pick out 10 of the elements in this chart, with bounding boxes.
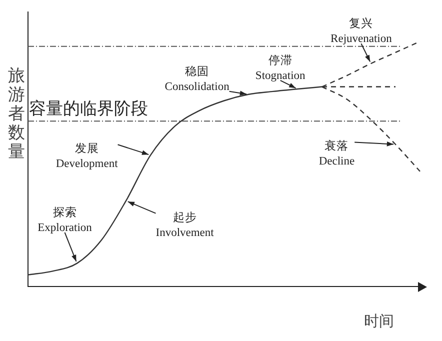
annotation: 稳固 Consolidation [164, 64, 230, 93]
x-axis-title: 时间 [364, 312, 394, 331]
annotation: 探索 Exploration [38, 206, 92, 234]
annotation: 衰落 Decline [318, 138, 355, 168]
annotation: 停滞 Stognation [255, 54, 306, 82]
annotation: 复兴 Rejuvenation [330, 16, 392, 46]
annotation: 起步 Involvement [156, 210, 215, 239]
annotation: 发展 Development [56, 142, 119, 170]
ref-line-label: 容量的临界阶段 [29, 99, 148, 118]
y-axis-title: 旅游者数量 [8, 66, 26, 161]
